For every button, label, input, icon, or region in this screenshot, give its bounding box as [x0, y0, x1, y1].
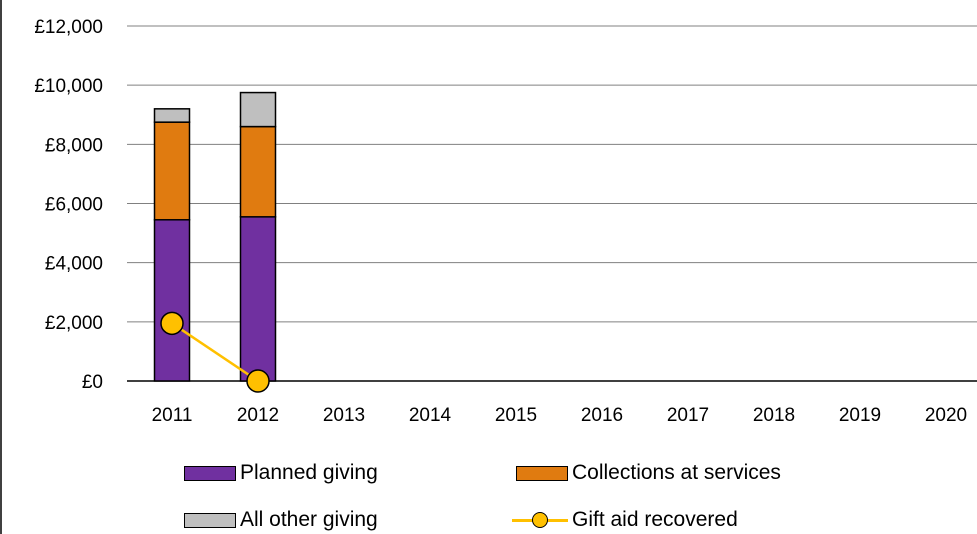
legend-item-all-other-giving: All other giving	[184, 505, 378, 534]
legend-swatch-planned-giving	[184, 465, 236, 481]
x-tick-label: 2013	[323, 405, 365, 426]
y-tick-label: £0	[82, 372, 103, 393]
legend-item-collections-at-services: Collections at services	[516, 458, 781, 488]
legend-item-planned-giving: Planned giving	[184, 458, 378, 488]
legend-swatch-collections-at-services	[516, 465, 568, 481]
bar-collections-at-services	[153, 121, 191, 221]
bar-all-other-giving	[153, 108, 191, 123]
y-tick-label: £10,000	[34, 76, 103, 97]
bar-collections-at-services	[239, 125, 277, 218]
y-tick-label: £6,000	[45, 195, 103, 216]
x-tick-label: 2014	[409, 405, 452, 426]
y-tick-label: £12,000	[34, 17, 103, 38]
line-gift-aid-recovered	[171, 322, 259, 383]
legend-label-planned-giving: Planned giving	[240, 461, 378, 484]
legend: Planned giving Collections at services A…	[180, 455, 940, 534]
bar-all-other-giving	[239, 91, 277, 128]
legend-swatch-all-other-giving	[184, 512, 236, 528]
x-tick-label: 2018	[753, 405, 795, 426]
x-tick-label: 2016	[581, 405, 623, 426]
y-tick-label: £8,000	[45, 135, 103, 156]
bar-planned-giving	[239, 216, 277, 382]
bar-planned-giving	[153, 219, 191, 382]
legend-label-gift-aid-recovered: Gift aid recovered	[572, 508, 738, 531]
x-tick-label: 2020	[925, 405, 967, 426]
x-tick-label: 2019	[839, 405, 881, 426]
x-tick-label: 2017	[667, 405, 709, 426]
point-gift-aid-recovered	[160, 311, 184, 336]
legend-item-gift-aid-recovered: Gift aid recovered	[512, 505, 738, 534]
y-tick-label: £2,000	[45, 313, 103, 334]
legend-swatch-gift-aid-recovered	[512, 510, 568, 530]
y-tick-label: £4,000	[45, 254, 103, 275]
legend-label-all-other-giving: All other giving	[240, 508, 378, 531]
x-tick-label: 2012	[237, 405, 279, 426]
legend-label-collections-at-services: Collections at services	[572, 461, 781, 484]
point-gift-aid-recovered	[246, 369, 270, 393]
x-tick-label: 2015	[495, 405, 537, 426]
x-tick-label: 2011	[152, 405, 193, 426]
